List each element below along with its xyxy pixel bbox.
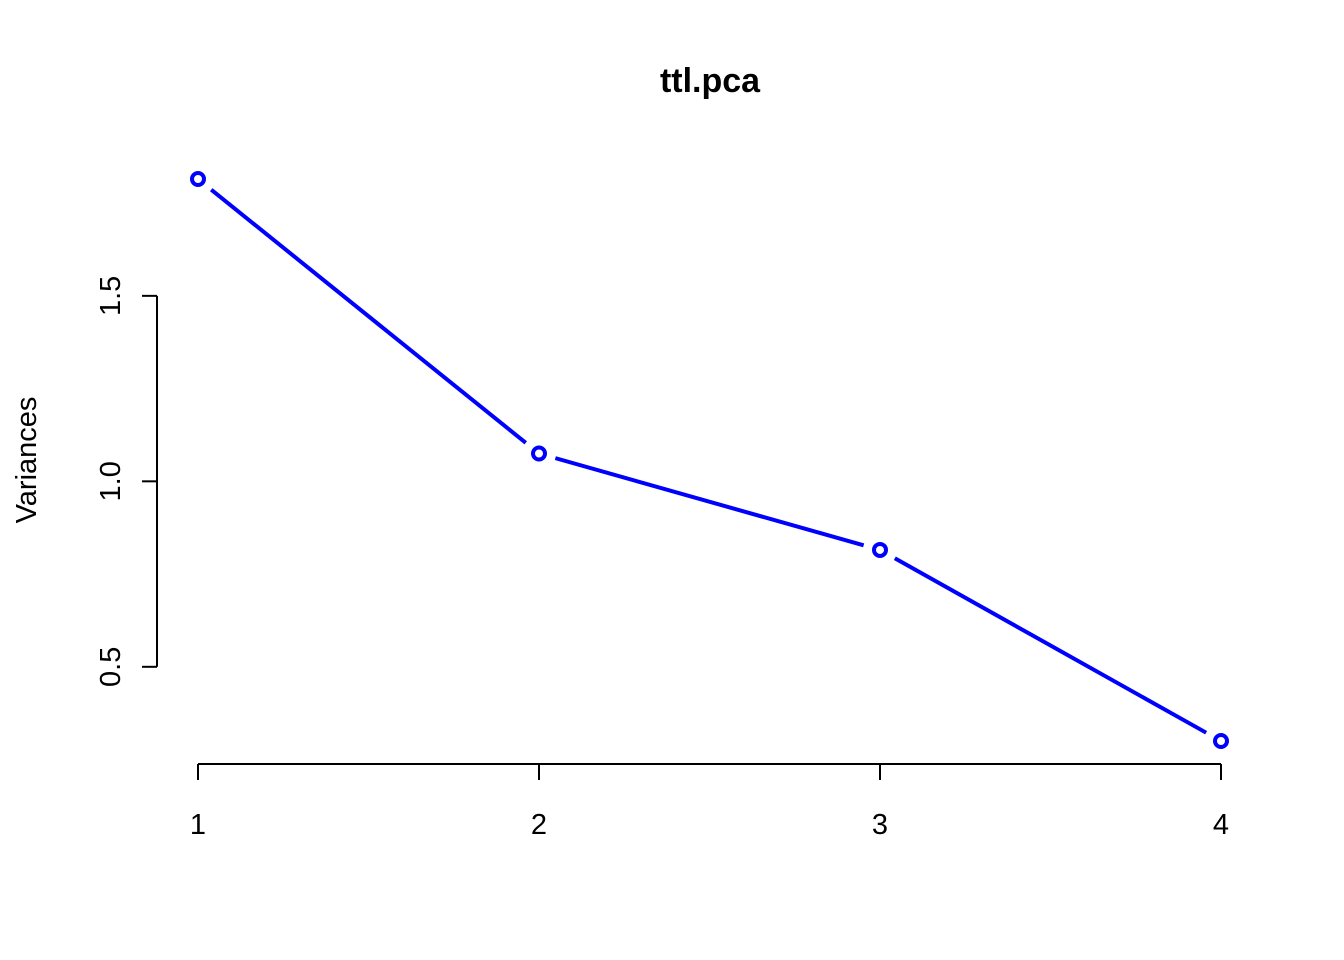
chart-title: ttl.pca xyxy=(660,62,761,100)
x-axis: 1 2 3 4 xyxy=(190,763,1229,841)
y-axis: 0.5 1.0 1.5 xyxy=(95,276,158,687)
x-tick-label: 2 xyxy=(531,809,547,841)
y-tick-label: 1.0 xyxy=(95,461,127,501)
y-axis-label: Variances xyxy=(11,397,43,524)
series-layer xyxy=(190,171,1229,749)
data-point xyxy=(531,445,547,462)
series-line-segment xyxy=(554,456,865,548)
x-tick-label: 4 xyxy=(1213,809,1229,841)
series-line-segment xyxy=(209,188,528,445)
y-tick-label: 0.5 xyxy=(95,647,127,687)
x-tick-label: 3 xyxy=(872,809,888,841)
series-line-segment xyxy=(893,556,1208,735)
y-tick-label: 1.5 xyxy=(95,276,127,316)
data-point xyxy=(190,171,206,187)
x-tick-label: 1 xyxy=(190,809,206,841)
data-point xyxy=(872,541,888,558)
data-point xyxy=(1213,733,1229,749)
